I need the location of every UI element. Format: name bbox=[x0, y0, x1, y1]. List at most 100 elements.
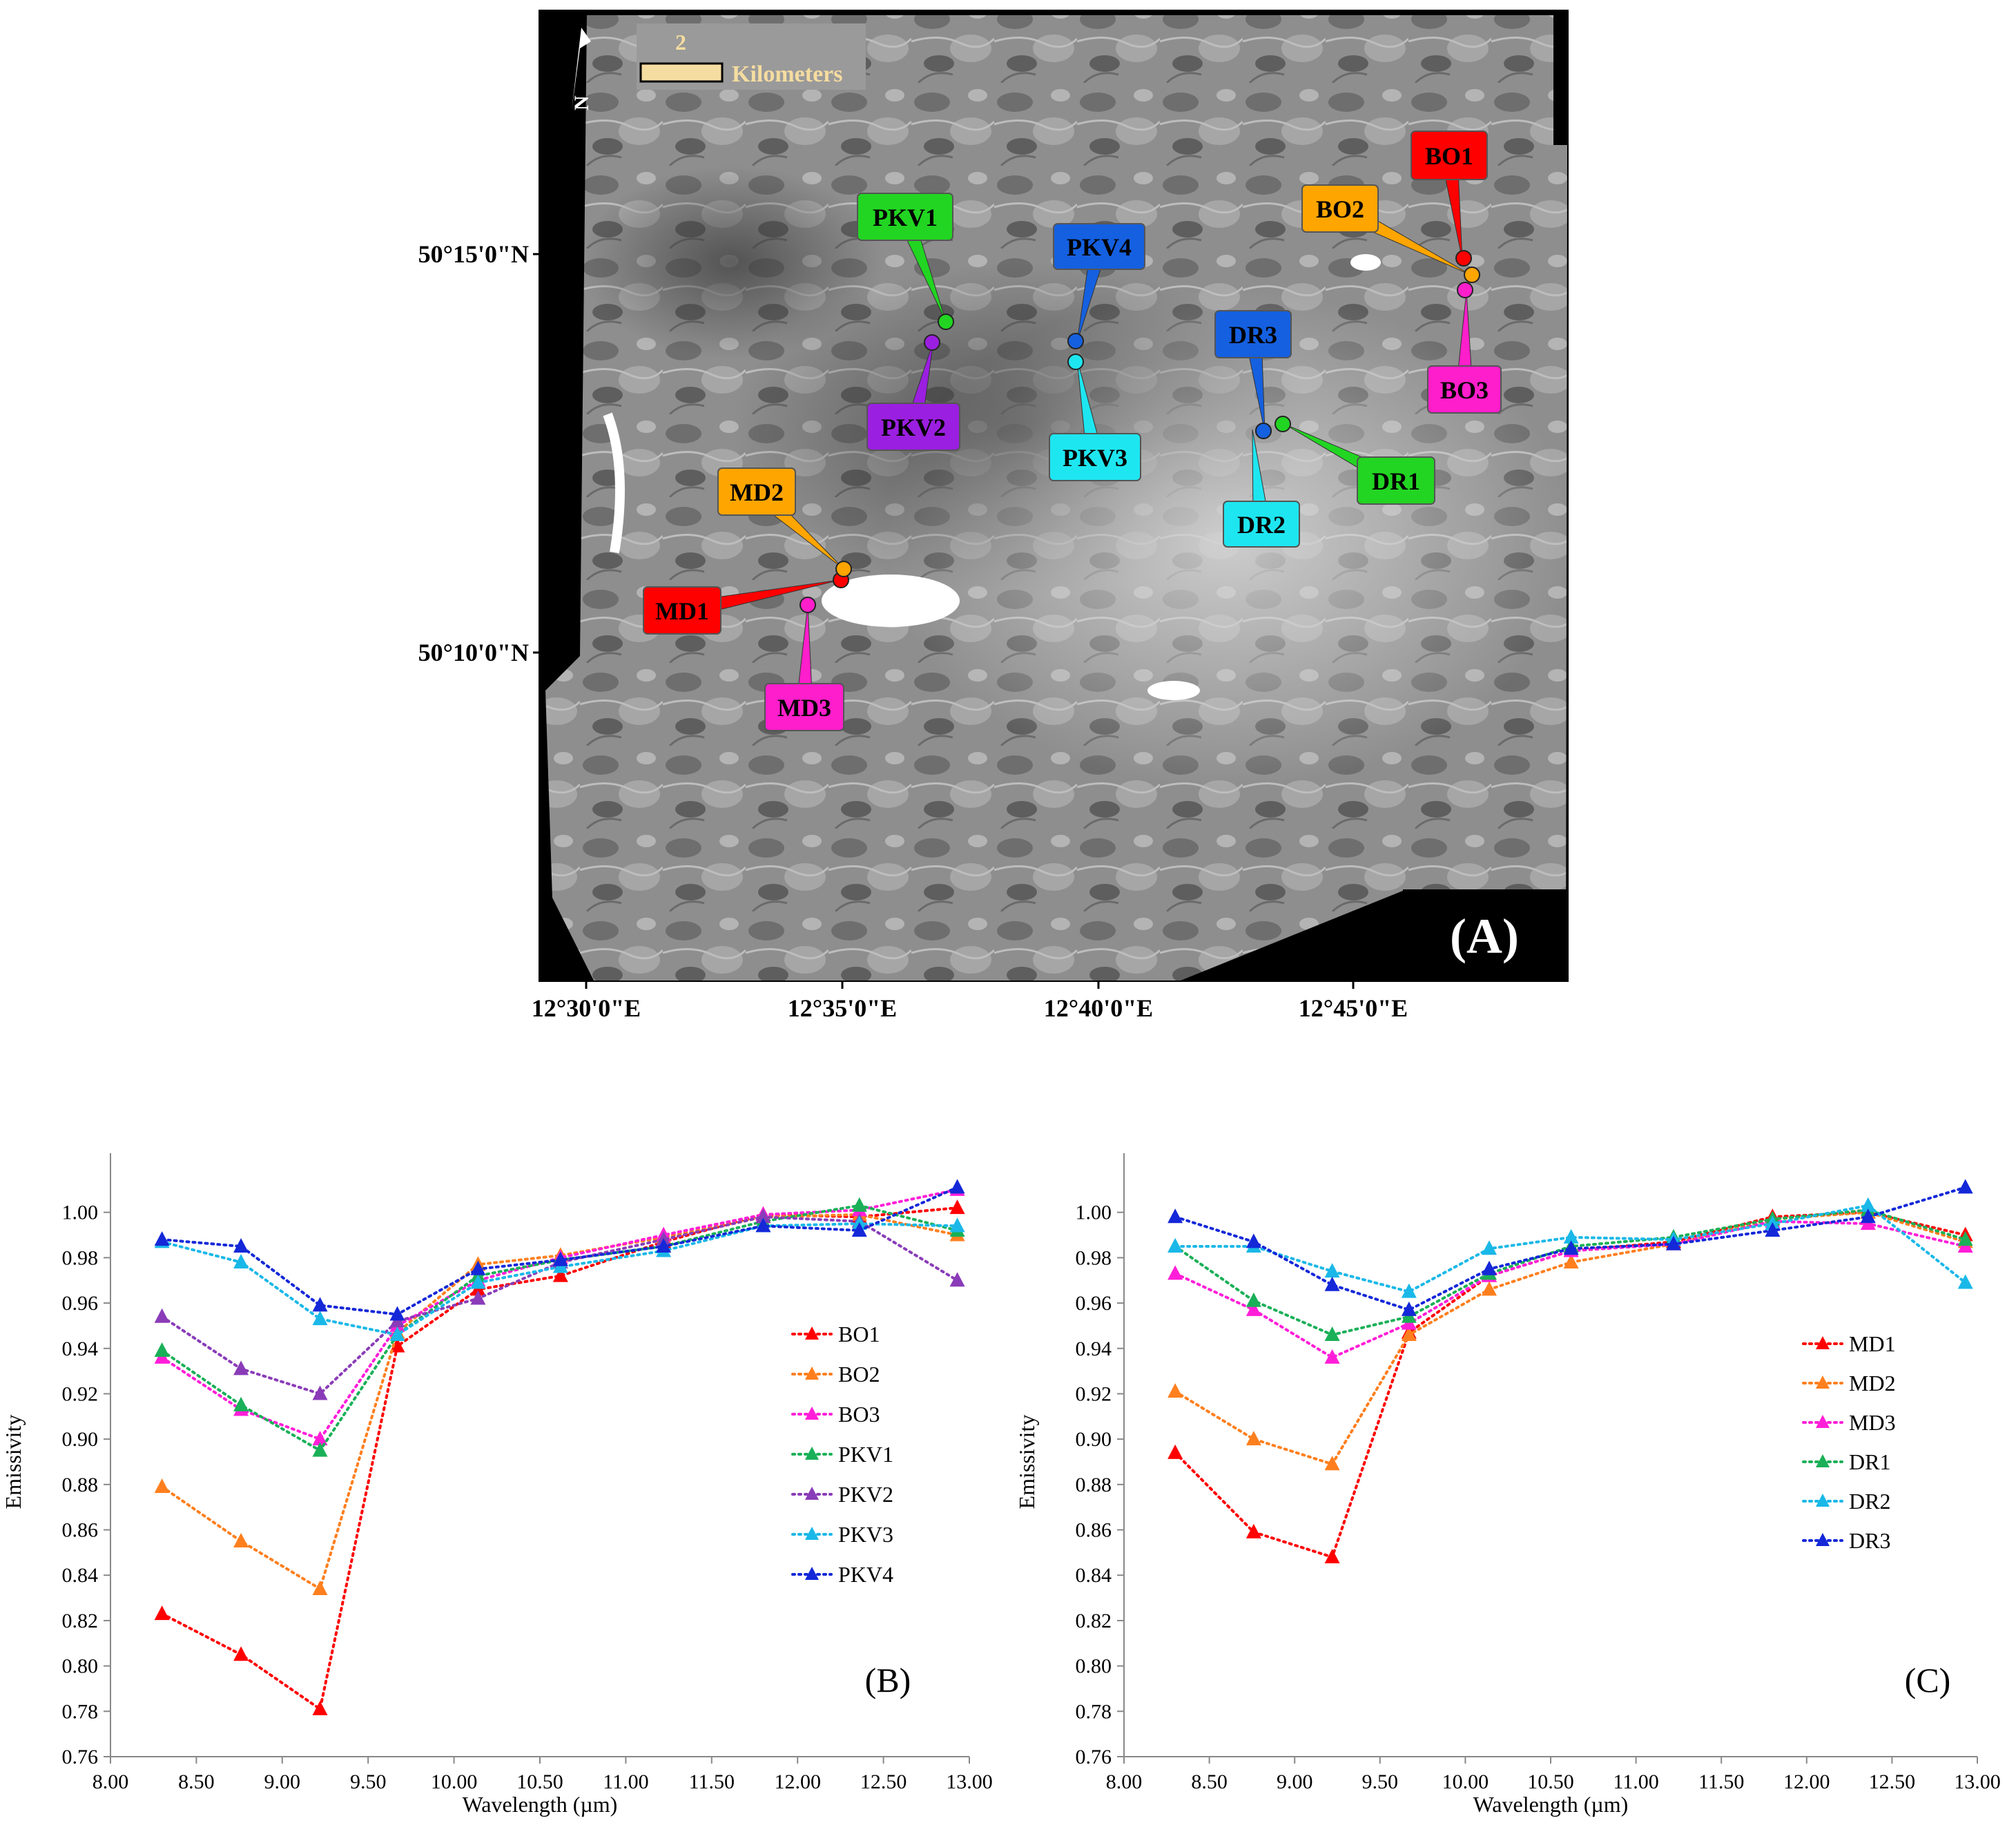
series-line bbox=[1174, 1219, 1967, 1360]
data-point bbox=[1563, 1228, 1579, 1244]
river bbox=[603, 412, 625, 554]
legend-entry: MD2 bbox=[1802, 1371, 1896, 1396]
data-point bbox=[1324, 1263, 1340, 1278]
y-tick-label: 0.84 bbox=[62, 1564, 99, 1587]
panel-label: (B) bbox=[865, 1661, 911, 1699]
data-point bbox=[312, 1701, 328, 1716]
data-point bbox=[552, 1267, 568, 1282]
data-point bbox=[851, 1222, 867, 1237]
data-point bbox=[1246, 1523, 1261, 1538]
y-tick-label: 0.86 bbox=[1076, 1519, 1112, 1542]
data-point bbox=[1246, 1292, 1261, 1307]
y-tick-label: 0.92 bbox=[62, 1382, 99, 1405]
series-pkv4 bbox=[154, 1179, 965, 1321]
data-point bbox=[755, 1208, 771, 1224]
x-tick-label: 10.00 bbox=[431, 1770, 478, 1793]
y-tick-label: 0.88 bbox=[62, 1474, 99, 1496]
data-point bbox=[552, 1251, 568, 1266]
legend-label: DR2 bbox=[1849, 1489, 1890, 1514]
marker-dot bbox=[938, 313, 954, 330]
marker-label: PKV2 bbox=[881, 414, 946, 441]
emissivity-chart-c: 0.76 0.78 0.80 0.82 0.84 0.86 0.88 0.90 0.92 0.94… bbox=[1014, 1153, 2001, 1817]
data-point bbox=[949, 1199, 965, 1215]
data-point bbox=[154, 1605, 170, 1621]
marker-label: DR1 bbox=[1372, 467, 1420, 495]
data-point bbox=[1246, 1431, 1261, 1446]
y-tick-label: 0.92 bbox=[1076, 1382, 1112, 1405]
data-point bbox=[154, 1231, 170, 1246]
y-tick-label: 0.82 bbox=[62, 1610, 99, 1632]
legend-entry: DR1 bbox=[1802, 1449, 1890, 1474]
y-tick-label: 0.80 bbox=[62, 1655, 99, 1678]
data-point bbox=[233, 1396, 249, 1411]
y-tick-label: 0.94 bbox=[1076, 1338, 1112, 1360]
x-tick-label: 12.50 bbox=[1869, 1770, 1916, 1793]
x-tick-label: 9.00 bbox=[1277, 1770, 1313, 1793]
series-line bbox=[1174, 1204, 1967, 1293]
data-point bbox=[389, 1306, 405, 1321]
legend-entry: BO1 bbox=[791, 1322, 880, 1346]
data-point bbox=[233, 1253, 249, 1268]
legend-swatch-marker bbox=[1816, 1376, 1830, 1389]
lake bbox=[822, 575, 960, 627]
data-point bbox=[470, 1290, 486, 1305]
site-marker: PKV3 bbox=[1049, 354, 1141, 481]
marker-label-box bbox=[717, 467, 796, 516]
legend-entry: PKV2 bbox=[791, 1482, 893, 1507]
x-tick-label: 12.00 bbox=[774, 1770, 821, 1793]
data-point bbox=[1563, 1253, 1579, 1268]
y-tick-label: 0.96 bbox=[62, 1292, 99, 1315]
data-point bbox=[949, 1272, 965, 1287]
data-point bbox=[949, 1179, 965, 1194]
data-point bbox=[1957, 1274, 1973, 1289]
y-tick-label: 0.94 bbox=[62, 1338, 99, 1360]
data-point bbox=[233, 1646, 249, 1661]
y-tick-label: 1.00 bbox=[1076, 1201, 1112, 1224]
data-point bbox=[233, 1360, 249, 1376]
legend-swatch-marker bbox=[1816, 1454, 1830, 1467]
x-tick-label: 8.50 bbox=[1191, 1770, 1228, 1793]
x-tick-label: 9.50 bbox=[1362, 1770, 1399, 1793]
data-point bbox=[1482, 1281, 1498, 1296]
data-point bbox=[312, 1431, 328, 1446]
data-point bbox=[1860, 1208, 1876, 1224]
data-point bbox=[1167, 1383, 1183, 1398]
legend-label: BO2 bbox=[838, 1362, 880, 1387]
data-point bbox=[1167, 1444, 1183, 1459]
data-point bbox=[154, 1478, 170, 1494]
legend-entry: BO2 bbox=[791, 1362, 880, 1387]
marker-label: BO1 bbox=[1425, 142, 1473, 170]
data-point bbox=[154, 1308, 170, 1323]
marker-label: BO2 bbox=[1316, 195, 1364, 223]
legend-entry: DR3 bbox=[1802, 1528, 1890, 1553]
panel-label: (C) bbox=[1905, 1661, 1951, 1699]
legend-label: PKV1 bbox=[838, 1442, 893, 1467]
marker-dot bbox=[1067, 333, 1084, 349]
data-point bbox=[233, 1532, 249, 1547]
lon-label: 12°35'0"E bbox=[788, 994, 897, 1022]
y-tick-label: 0.78 bbox=[1076, 1700, 1112, 1723]
marker-label: PKV4 bbox=[1067, 233, 1132, 261]
data-point bbox=[1957, 1231, 1973, 1246]
lon-label: 12°45'0"E bbox=[1299, 994, 1408, 1022]
marker-dot bbox=[1457, 282, 1473, 298]
data-point bbox=[1563, 1240, 1579, 1255]
y-tick-label: 0.78 bbox=[62, 1700, 99, 1723]
series-line bbox=[160, 1215, 959, 1396]
legend-swatch-marker bbox=[805, 1407, 819, 1420]
data-point bbox=[312, 1297, 328, 1312]
marker-label-box bbox=[1427, 365, 1502, 414]
marker-label: PKV1 bbox=[873, 204, 938, 231]
data-point bbox=[1167, 1265, 1183, 1280]
series-pkv2 bbox=[154, 1208, 965, 1400]
marker-label-box bbox=[857, 193, 953, 241]
legend-swatch-marker bbox=[1816, 1533, 1830, 1546]
emissivity-chart-b: 0.76 0.78 0.80 0.82 0.84 0.86 0.88 0.90 0.92 0.94… bbox=[1, 1153, 993, 1817]
legend-label: DR1 bbox=[1849, 1449, 1890, 1474]
series-line bbox=[160, 1206, 959, 1712]
legend-entry: PKV4 bbox=[791, 1562, 893, 1587]
marker-label: MD2 bbox=[730, 479, 784, 506]
y-tick-label: 0.90 bbox=[62, 1428, 99, 1451]
data-point bbox=[1860, 1197, 1876, 1212]
data-point bbox=[1482, 1260, 1498, 1275]
